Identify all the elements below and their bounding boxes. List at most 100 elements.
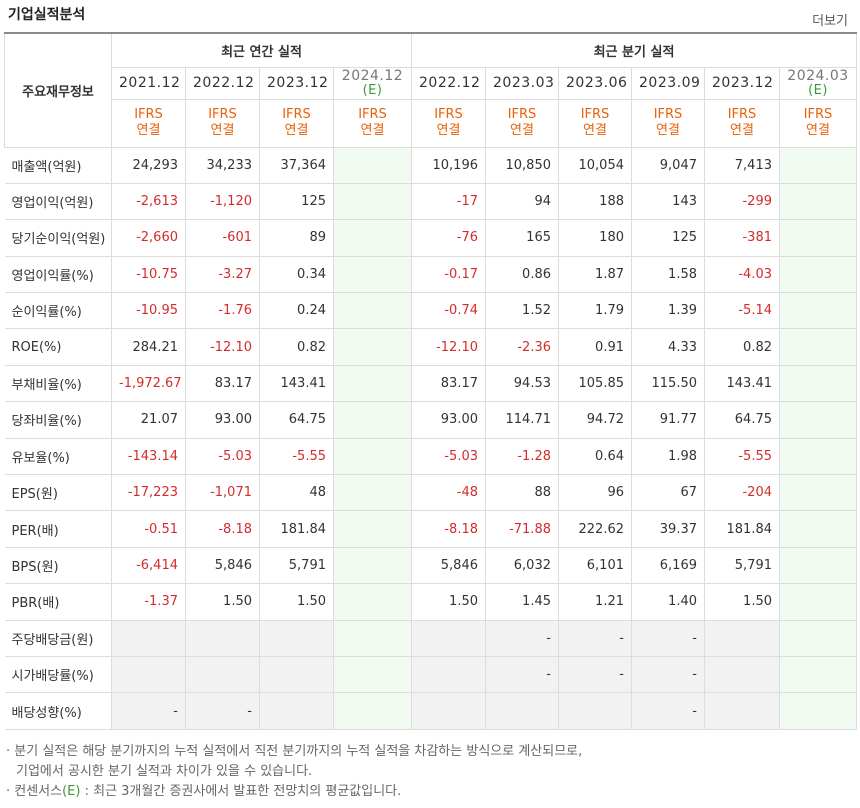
table-cell — [779, 437, 857, 476]
table-cell — [411, 692, 486, 730]
table-cell: -4.03 — [704, 255, 780, 294]
table-cell: 180 — [558, 219, 632, 257]
table-cell — [333, 474, 412, 512]
table-cell: 0.86 — [485, 255, 559, 294]
table-cell — [333, 546, 412, 585]
estimate-mark: (E) — [808, 82, 828, 98]
table-cell: 67 — [631, 474, 705, 512]
table-cell: 143 — [631, 182, 705, 221]
table-cell — [779, 510, 857, 548]
ifrs-label: IFRS — [653, 107, 683, 122]
table-cell: 181.84 — [259, 510, 334, 548]
table-cell — [333, 219, 412, 257]
footnote-2: · 컨센서스(E) : 최근 3개월간 증권사에서 발표한 전망치의 평균값입니… — [6, 784, 402, 799]
table-cell: -1,972.67 — [111, 364, 186, 403]
table-cell: 1.50 — [185, 583, 260, 621]
row-label: 유보율(%) — [4, 437, 112, 476]
table-cell: 94.72 — [558, 401, 632, 439]
period-header: 2023.12 — [704, 66, 780, 100]
table-cell: 89 — [259, 219, 334, 257]
row-label: 영업이익률(%) — [4, 255, 112, 294]
table-cell: -0.74 — [411, 292, 486, 330]
table-cell: - — [631, 619, 705, 657]
table-cell: -5.55 — [704, 437, 780, 476]
ifrs-label: IFRS — [358, 107, 387, 122]
table-cell: -3.27 — [185, 255, 260, 294]
accounting-basis: IFRS 연결 — [704, 98, 780, 148]
table-cell: 7,413 — [704, 146, 780, 184]
accounting-basis: IFRS 연결 — [779, 98, 857, 148]
footnotes: · 분기 실적은 해당 분기까지의 누적 실적에서 직전 분기까지의 누적 실적… — [6, 742, 582, 802]
table-cell: -71.88 — [485, 510, 559, 548]
table-row: 시가배당률(%) - - - — [4, 655, 857, 694]
table-cell: 105.85 — [558, 364, 632, 403]
table-cell: - — [485, 655, 559, 694]
row-label: 매출액(억원) — [4, 146, 112, 184]
table-cell: - — [485, 619, 559, 657]
table-row: 매출액(억원) 24,293 34,233 37,364 10,196 10,850 10,… — [4, 146, 857, 184]
table-cell: -5.55 — [259, 437, 334, 476]
table-cell: 0.34 — [259, 255, 334, 294]
table-cell: 10,054 — [558, 146, 632, 184]
table-cell — [185, 619, 260, 657]
table-cell: 0.82 — [704, 328, 780, 366]
row-label: 시가배당률(%) — [4, 655, 112, 694]
table-cell — [779, 292, 857, 330]
table-cell: 64.75 — [259, 401, 334, 439]
table-cell: -12.10 — [185, 328, 260, 366]
table-cell: -10.95 — [111, 292, 186, 330]
group-annual: 최근 연간 실적 — [111, 32, 412, 68]
table-cell: 96 — [558, 474, 632, 512]
ifrs-label: IFRS — [727, 107, 757, 122]
table-cell: - — [631, 692, 705, 730]
accounting-basis: IFRS 연결 — [259, 98, 334, 148]
table-cell: -143.14 — [111, 437, 186, 476]
table-cell: 4.33 — [631, 328, 705, 366]
period-header: 2022.12 — [185, 66, 260, 100]
ifrs-label: IFRS — [803, 107, 833, 122]
row-label: PBR(배) — [4, 583, 112, 621]
table-cell — [333, 655, 412, 694]
table-cell: 165 — [485, 219, 559, 257]
table-cell: 114.71 — [485, 401, 559, 439]
basis-label: 연결 — [806, 123, 830, 138]
accounting-basis: IFRS 연결 — [185, 98, 260, 148]
table-cell: 5,846 — [185, 546, 260, 585]
basis-label: 연결 — [730, 123, 754, 138]
table-cell — [779, 182, 857, 221]
accounting-basis: IFRS 연결 — [558, 98, 632, 148]
table-cell: 37,364 — [259, 146, 334, 184]
table-cell: -0.17 — [411, 255, 486, 294]
ifrs-label: IFRS — [282, 107, 311, 122]
table-row: BPS(원) -6,414 5,846 5,791 5,846 6,032 6,101 6,1… — [4, 546, 857, 585]
row-label: BPS(원) — [4, 546, 112, 585]
table-cell — [779, 583, 857, 621]
table-cell: -204 — [704, 474, 780, 512]
table-cell: 0.82 — [259, 328, 334, 366]
period-header: 2024.03 (E) — [779, 66, 857, 100]
table-cell — [779, 146, 857, 184]
table-cell — [411, 655, 486, 694]
table-cell: -48 — [411, 474, 486, 512]
table-cell — [185, 655, 260, 694]
more-link[interactable]: 더보기 — [812, 14, 848, 29]
table-cell: 24,293 — [111, 146, 186, 184]
basis-label: 연결 — [656, 123, 680, 138]
table-cell: 143.41 — [259, 364, 334, 403]
period-label: 2024.03 — [787, 67, 849, 84]
basis-label: 연결 — [583, 123, 607, 138]
table-cell: 0.24 — [259, 292, 334, 330]
table-cell: 284.21 — [111, 328, 186, 366]
table-cell: -17,223 — [111, 474, 186, 512]
table-cell — [704, 655, 780, 694]
section-title: 기업실적분석 — [8, 7, 86, 23]
table-cell — [779, 364, 857, 403]
accounting-basis: IFRS 연결 — [485, 98, 559, 148]
accounting-basis: IFRS 연결 — [631, 98, 705, 148]
table-cell — [259, 692, 334, 730]
table-cell: 1.52 — [485, 292, 559, 330]
table-cell — [779, 219, 857, 257]
table-cell: 222.62 — [558, 510, 632, 548]
table-cell — [333, 146, 412, 184]
period-header: 2024.12 (E) — [333, 66, 412, 100]
